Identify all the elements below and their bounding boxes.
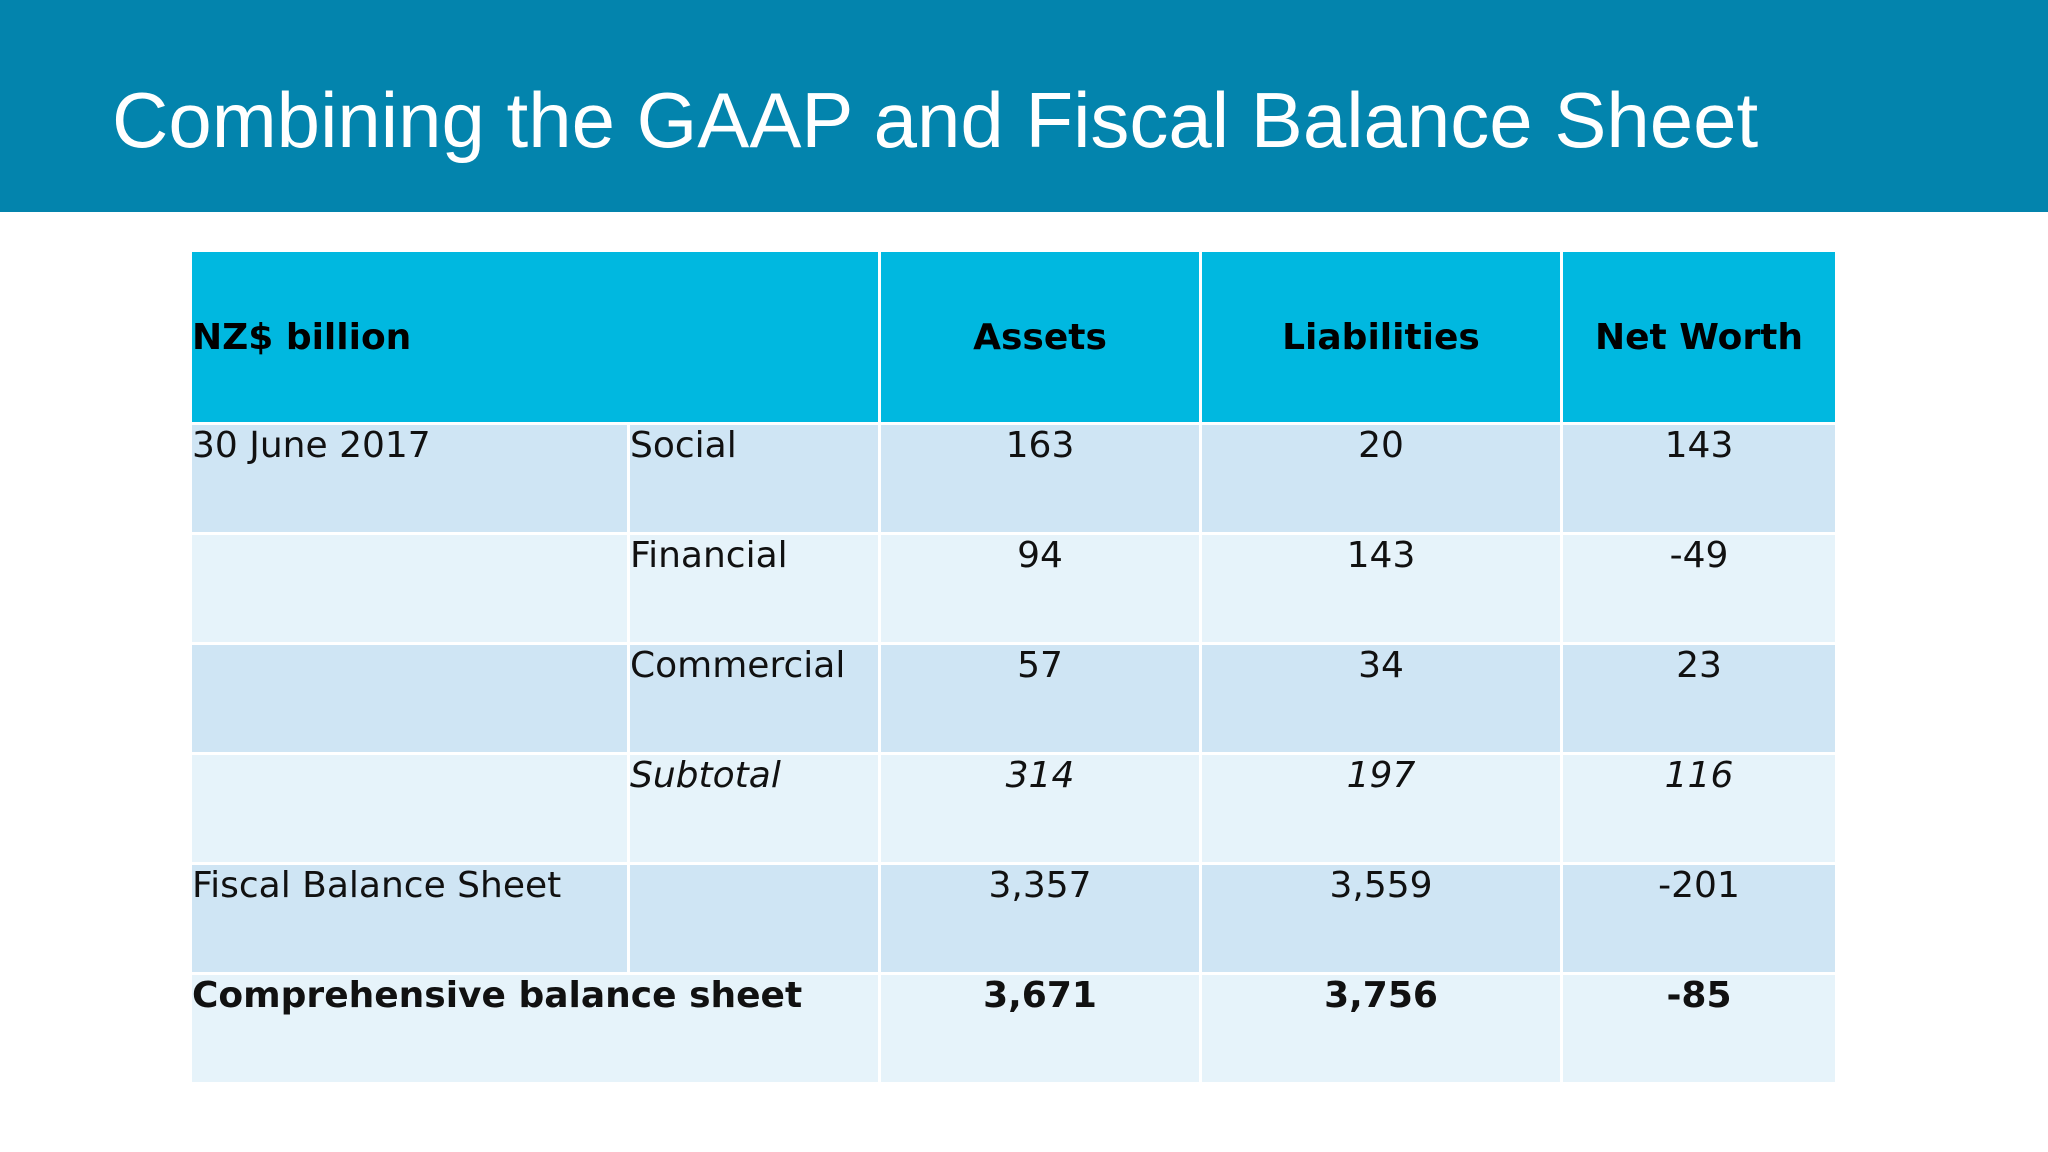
category-label: Financial [627,532,881,645]
total-label: Comprehensive balance sheet [189,972,881,1085]
group-label: 30 June 2017 [189,422,630,535]
total-liabilities-cell: 3,756 [1199,972,1563,1085]
liabilities-cell: 143 [1199,532,1563,645]
assets-cell: 57 [878,642,1202,755]
table-row-fiscal: Fiscal Balance Sheet 3,357 3,559 -201 [189,862,1838,975]
assets-cell: 314 [878,752,1202,865]
category-label: Social [627,422,881,535]
unit-header: NZ$ billion [189,249,881,425]
table-header-row: NZ$ billion Assets Liabilities Net Worth [189,249,1838,425]
group-label: Fiscal Balance Sheet [189,862,630,975]
liabilities-header: Liabilities [1199,249,1563,425]
table-row-subtotal: Subtotal 314 197 116 [189,752,1838,865]
net-worth-cell: -49 [1560,532,1838,645]
table-row-total: Comprehensive balance sheet 3,671 3,756 … [189,972,1838,1085]
group-label [189,752,630,865]
liabilities-cell: 197 [1199,752,1563,865]
assets-cell: 163 [878,422,1202,535]
liabilities-cell: 34 [1199,642,1563,755]
slide-title: Combining the GAAP and Fiscal Balance Sh… [112,76,1759,164]
net-worth-cell: 143 [1560,422,1838,535]
category-label [627,862,881,975]
table-row-financial: Financial 94 143 -49 [189,532,1838,645]
net-worth-cell: 116 [1560,752,1838,865]
table-row-commercial: Commercial 57 34 23 [189,642,1838,755]
group-label [189,532,630,645]
table-row-social: 30 June 2017 Social 163 20 143 [189,422,1838,535]
assets-cell: 94 [878,532,1202,645]
category-label: Commercial [627,642,881,755]
total-net-worth-cell: -85 [1560,972,1838,1085]
net-worth-cell: 23 [1560,642,1838,755]
net-worth-cell: -201 [1560,862,1838,975]
net-worth-header: Net Worth [1560,249,1838,425]
assets-header: Assets [878,249,1202,425]
category-label: Subtotal [627,752,881,865]
total-assets-cell: 3,671 [878,972,1202,1085]
balance-sheet-table: NZ$ billion Assets Liabilities Net Worth… [189,249,1838,1085]
assets-cell: 3,357 [878,862,1202,975]
group-label [189,642,630,755]
liabilities-cell: 3,559 [1199,862,1563,975]
liabilities-cell: 20 [1199,422,1563,535]
title-bar: Combining the GAAP and Fiscal Balance Sh… [0,0,2048,212]
